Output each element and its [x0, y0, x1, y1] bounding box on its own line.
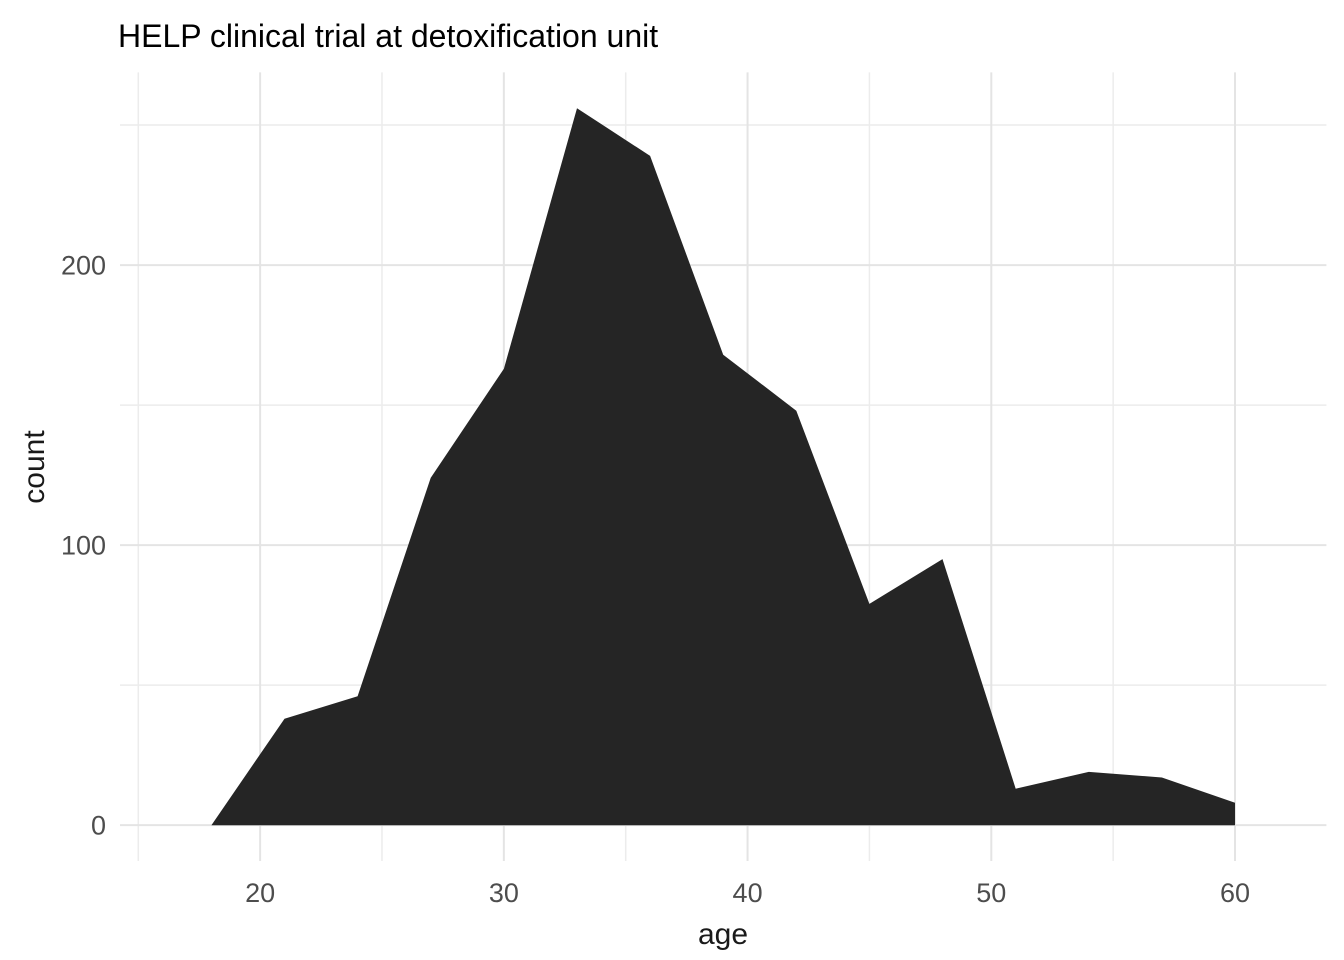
- y-tick-label: 0: [91, 811, 106, 841]
- x-axis-title: age: [698, 918, 748, 951]
- y-tick-label: 200: [61, 251, 106, 281]
- y-axis-tick-labels: 0 100 200: [61, 251, 106, 841]
- plot-title: HELP clinical trial at detoxification un…: [118, 18, 658, 54]
- y-tick-label: 100: [61, 531, 106, 561]
- x-axis-tick-labels: 20 30 40 50 60: [245, 878, 1250, 908]
- x-tick-label: 30: [489, 878, 519, 908]
- x-tick-label: 60: [1220, 878, 1250, 908]
- x-tick-label: 40: [733, 878, 763, 908]
- x-tick-label: 20: [245, 878, 275, 908]
- y-axis-title: count: [18, 430, 51, 504]
- x-tick-label: 50: [976, 878, 1006, 908]
- area-series: [211, 108, 1235, 826]
